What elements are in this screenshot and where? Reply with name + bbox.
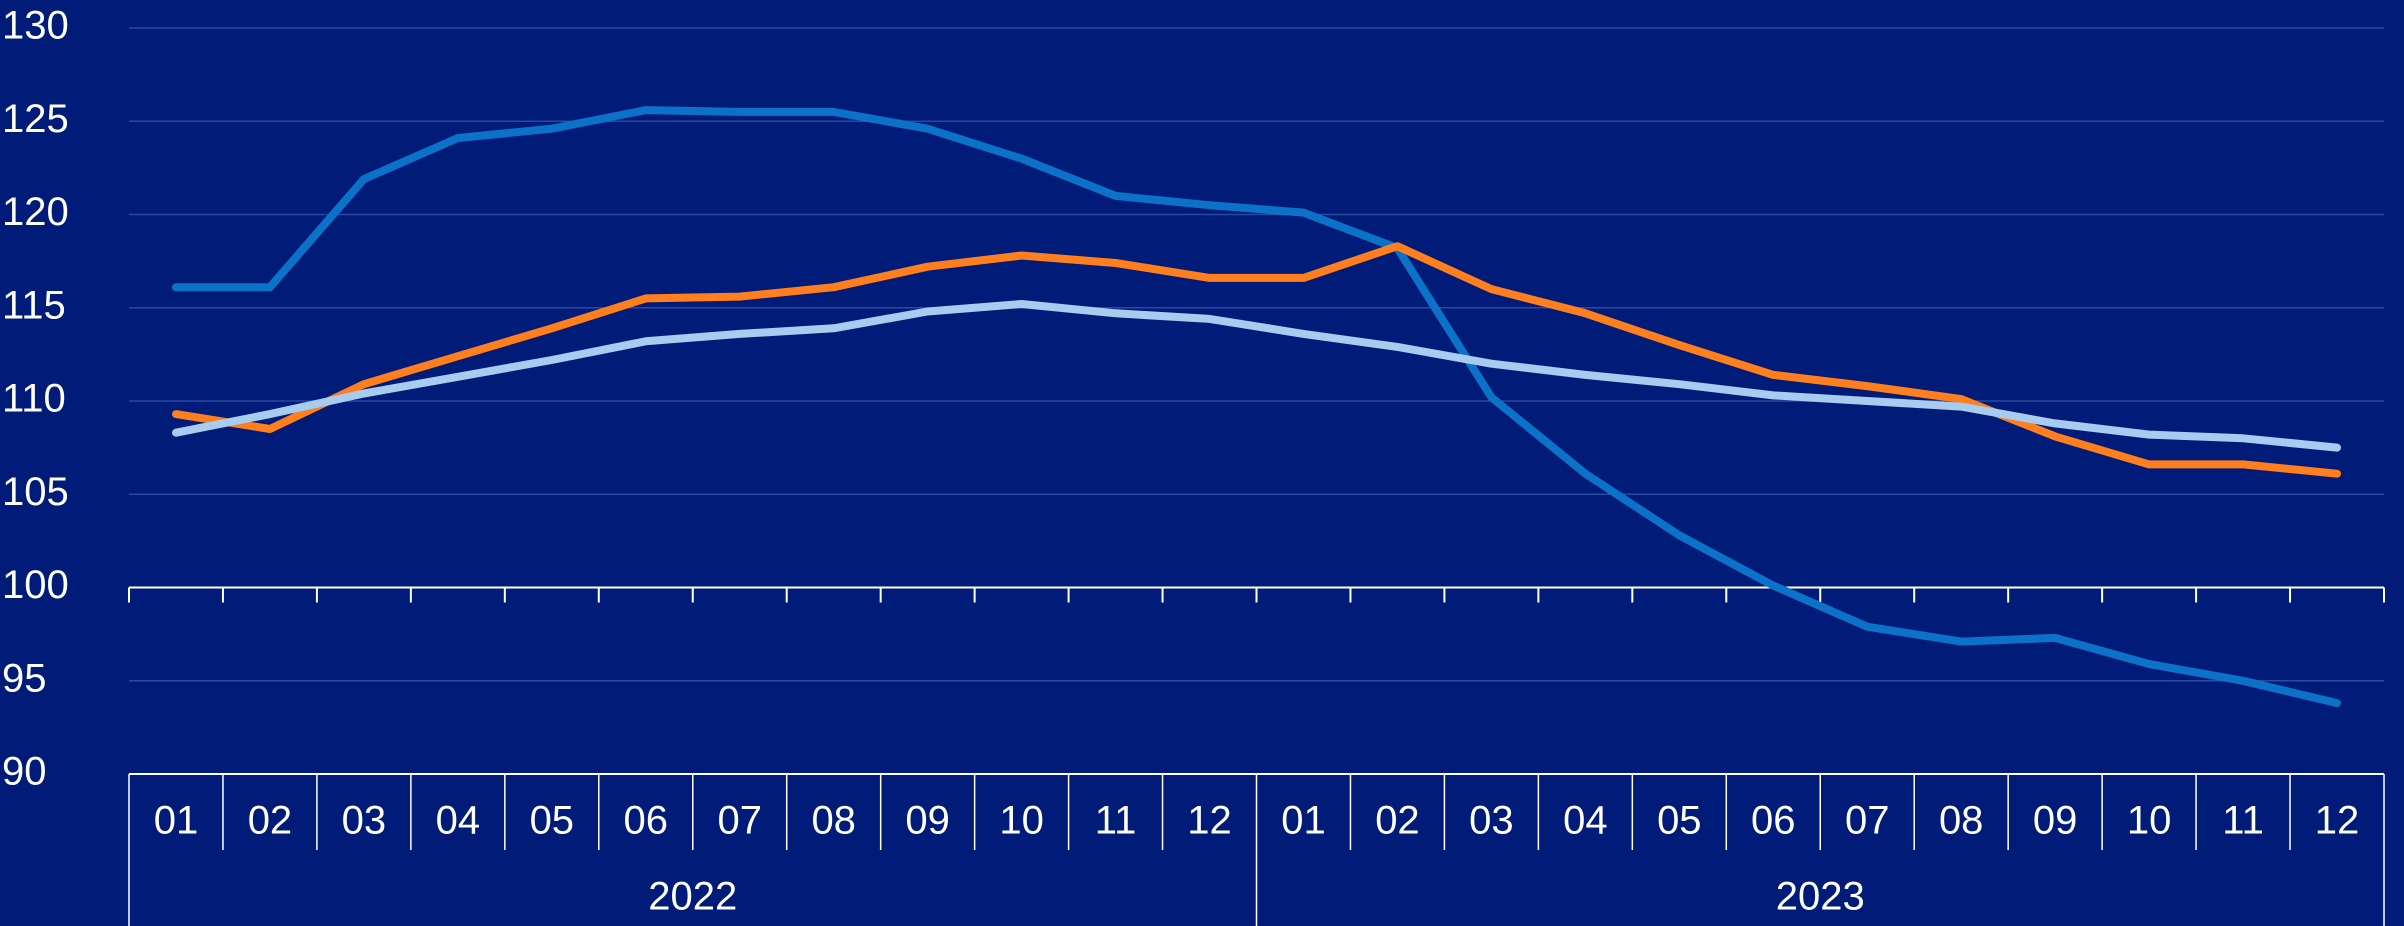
x-tick-label: 10 (2127, 799, 2172, 843)
x-tick-label: 01 (1281, 799, 1326, 843)
x-tick-label: 02 (1375, 799, 1420, 843)
y-tick-label: 105 (2, 470, 69, 514)
x-tick-label: 02 (248, 799, 293, 843)
x-group-label: 2023 (1776, 875, 1865, 919)
x-tick-label: 04 (1563, 799, 1608, 843)
y-tick-label: 125 (2, 97, 69, 141)
x-tick-label: 08 (811, 799, 856, 843)
series-line (172, 300, 2341, 452)
series-line (172, 242, 2341, 478)
x-tick-label: 09 (905, 799, 950, 843)
x-tick-label: 12 (1187, 799, 1232, 843)
x-tick-label: 08 (1939, 799, 1984, 843)
y-tick-label: 110 (2, 377, 66, 421)
x-tick-label: 04 (436, 799, 481, 843)
y-tick-label: 95 (2, 656, 47, 700)
series-line (172, 106, 2341, 708)
y-tick-label: 130 (2, 4, 69, 48)
x-tick-label: 05 (530, 799, 575, 843)
y-tick-label: 120 (2, 190, 69, 234)
x-tick-label: 11 (2222, 799, 2264, 843)
x-tick-label: 03 (1469, 799, 1514, 843)
x-tick-label: 07 (1845, 799, 1890, 843)
x-tick-label: 10 (999, 799, 1044, 843)
x-tick-label: 06 (1751, 799, 1796, 843)
x-tick-label: 11 (1095, 799, 1137, 843)
x-tick-label: 07 (717, 799, 762, 843)
y-tick-label: 90 (2, 750, 47, 794)
x-tick-label: 03 (342, 799, 387, 843)
y-tick-label: 100 (2, 563, 69, 607)
x-tick-label: 09 (2033, 799, 2078, 843)
x-tick-label: 01 (154, 799, 199, 843)
x-tick-label: 12 (2315, 799, 2360, 843)
x-group-label: 2022 (648, 875, 737, 919)
x-tick-label: 05 (1657, 799, 1702, 843)
x-tick-label: 06 (624, 799, 669, 843)
y-tick-label: 115 (2, 283, 66, 327)
